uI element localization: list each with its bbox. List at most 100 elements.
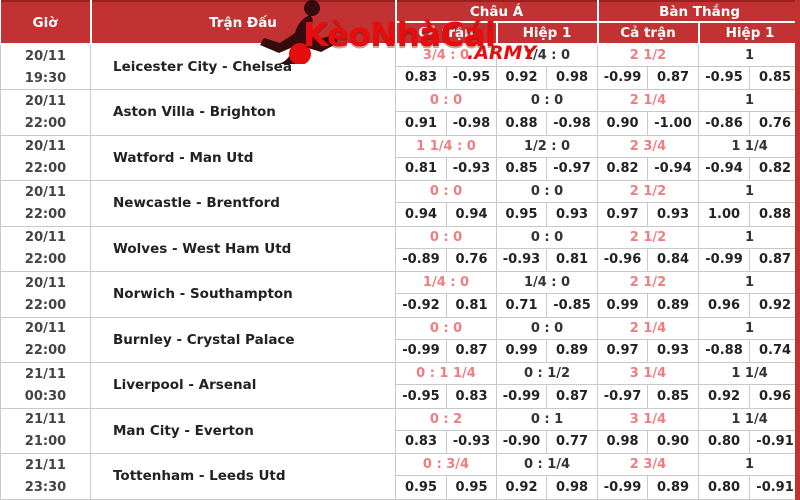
- column-header-match: Trận Đấu: [89, 0, 397, 45]
- odds-cell: -0.96: [597, 247, 649, 272]
- odds-cell: -0.99: [698, 247, 751, 272]
- odds-cell: 0.93: [647, 202, 700, 227]
- goals-line-firsthalf: 1: [698, 453, 800, 476]
- asian-handicap-firsthalf: 0 : 0: [495, 89, 599, 112]
- column-header-goals-fulltime: Cả trận: [596, 21, 700, 45]
- odds-cell: -0.95: [698, 65, 751, 90]
- odds-cell: 0.99: [597, 293, 649, 318]
- match-row: 20/11 22:00 Burnley - Crystal Palace 0 : 0 0…: [0, 316, 800, 363]
- odds-cell: 0.81: [395, 156, 447, 181]
- asian-handicap-firsthalf: 0 : 0: [495, 225, 599, 249]
- odds-cell: 0.87: [749, 247, 800, 272]
- odds-cell: 0.81: [446, 293, 497, 318]
- match-odds-row: 0.91 -0.98 0.88 -0.98 0.90 -1.00 -0.86 0.76: [1, 111, 800, 136]
- match-odds-row: -0.92 0.81 0.71 -0.85 0.99 0.89 0.96 0.92: [1, 293, 800, 318]
- match-name[interactable]: Burnley - Crystal Palace: [90, 316, 396, 363]
- asian-handicap-firsthalf: 0 : 0: [495, 316, 599, 340]
- goals-line-fulltime: 3 1/4: [597, 407, 700, 431]
- asian-handicap-fulltime: 0 : 1 1/4: [395, 362, 497, 385]
- match-date: 20/11: [25, 93, 66, 109]
- odds-cell: 0.80: [698, 475, 751, 500]
- odds-cell: 0.89: [647, 475, 700, 500]
- odds-cell: 0.92: [496, 65, 547, 90]
- odds-cell: 0.95: [395, 475, 447, 500]
- asian-handicap-fulltime: 0 : 0: [395, 89, 497, 112]
- match-odds-row: -0.99 0.87 0.99 0.89 0.97 0.93 -0.88 0.74: [1, 338, 800, 363]
- odds-cell: 0.85: [749, 65, 800, 90]
- match-date: 20/11: [25, 230, 66, 246]
- odds-cell: 0.88: [496, 111, 547, 136]
- odds-cell: -0.92: [395, 293, 447, 318]
- odds-cell: -0.86: [698, 111, 751, 136]
- goals-line-firsthalf: 1: [698, 316, 800, 340]
- match-kickoff-time: 22:00: [24, 206, 67, 222]
- match-name[interactable]: Man City - Everton: [90, 407, 396, 454]
- odds-cell: -0.95: [395, 384, 447, 409]
- match-date: 21/11: [25, 412, 66, 428]
- column-header-asian-fulltime: Cả trận: [395, 21, 498, 45]
- match-kickoff-time: 00:30: [24, 388, 67, 404]
- match-time: 20/11 22:00: [0, 271, 91, 318]
- match-row: 20/11 22:00 Watford - Man Utd 1 1/4 : 0 1/2 …: [0, 134, 800, 181]
- odds-cell: 0.80: [698, 429, 751, 454]
- match-kickoff-time: 23:30: [24, 479, 67, 495]
- match-name[interactable]: Aston Villa - Brighton: [90, 89, 396, 136]
- odds-cell: 0.97: [597, 202, 649, 227]
- match-odds-row: 0.94 0.94 0.95 0.93 0.97 0.93 1.00 0.88: [1, 202, 800, 227]
- goals-line-firsthalf: 1: [698, 43, 800, 67]
- match-time: 20/11 22:00: [0, 316, 91, 363]
- match-odds-row: 0.95 0.95 0.92 0.98 -0.99 0.89 0.80 -0.91: [1, 475, 800, 500]
- match-kickoff-time: 22:00: [24, 252, 67, 268]
- match-odds-row: -0.95 0.83 -0.99 0.87 -0.97 0.85 0.92 0.96: [1, 384, 800, 409]
- column-header-time: Giờ: [0, 0, 92, 45]
- odds-cell: 0.74: [749, 338, 800, 363]
- odds-cell: 0.76: [446, 247, 497, 272]
- odds-cell: 0.90: [647, 429, 700, 454]
- goals-line-fulltime: 2 3/4: [597, 453, 700, 476]
- odds-cell: -0.94: [698, 156, 751, 181]
- odds-cell: -0.91: [749, 475, 800, 500]
- odds-cell: -0.98: [446, 111, 497, 136]
- asian-handicap-firsthalf: 1/2 : 0: [495, 134, 599, 158]
- match-kickoff-time: 19:30: [24, 70, 67, 86]
- goals-line-fulltime: 2 1/2: [597, 271, 700, 294]
- odds-cell: 0.81: [545, 247, 599, 272]
- match-name[interactable]: Liverpool - Arsenal: [90, 362, 396, 409]
- match-name[interactable]: Norwich - Southampton: [90, 271, 396, 318]
- odds-cell: -0.94: [647, 156, 700, 181]
- match-kickoff-time: 22:00: [24, 161, 67, 177]
- match-name[interactable]: Tottenham - Leeds Utd: [90, 453, 396, 500]
- match-kickoff-time: 21:00: [24, 434, 67, 450]
- match-name[interactable]: Leicester City - Chelsea: [90, 43, 396, 90]
- match-time: 21/11 00:30: [0, 362, 91, 409]
- goals-line-fulltime: 2 1/2: [597, 225, 700, 249]
- match-date: 20/11: [25, 48, 66, 64]
- goals-line-firsthalf: 1: [698, 271, 800, 294]
- match-time: 21/11 23:30: [0, 453, 91, 500]
- goals-line-fulltime: 2 3/4: [597, 134, 700, 158]
- match-time: 20/11 22:00: [0, 134, 91, 181]
- match-name[interactable]: Wolves - West Ham Utd: [90, 225, 396, 272]
- odds-cell: -0.88: [698, 338, 751, 363]
- odds-cell: 0.95: [496, 202, 547, 227]
- asian-handicap-firsthalf: 0 : 1/2: [495, 362, 599, 385]
- asian-handicap-firsthalf: 0 : 1: [495, 407, 599, 431]
- asian-handicap-firsthalf: 1/4 : 0: [495, 271, 599, 294]
- odds-cell: 0.88: [749, 202, 800, 227]
- goals-line-fulltime: 2 1/4: [597, 89, 700, 112]
- match-name[interactable]: Watford - Man Utd: [90, 134, 396, 181]
- match-row: 21/11 00:30 Liverpool - Arsenal 0 : 1 1/4 0 …: [0, 362, 800, 409]
- odds-cell: 0.98: [545, 65, 599, 90]
- match-name[interactable]: Newcastle - Brentford: [90, 180, 396, 227]
- goals-line-firsthalf: 1 1/4: [698, 407, 800, 431]
- match-date: 20/11: [25, 321, 66, 337]
- match-row: 20/11 22:00 Norwich - Southampton 1/4 : 0 1/…: [0, 271, 800, 318]
- asian-handicap-firsthalf: 1/4 : 0: [495, 43, 599, 67]
- odds-cell: 0.84: [647, 247, 700, 272]
- odds-cell: -0.89: [395, 247, 447, 272]
- odds-cell: 0.94: [395, 202, 447, 227]
